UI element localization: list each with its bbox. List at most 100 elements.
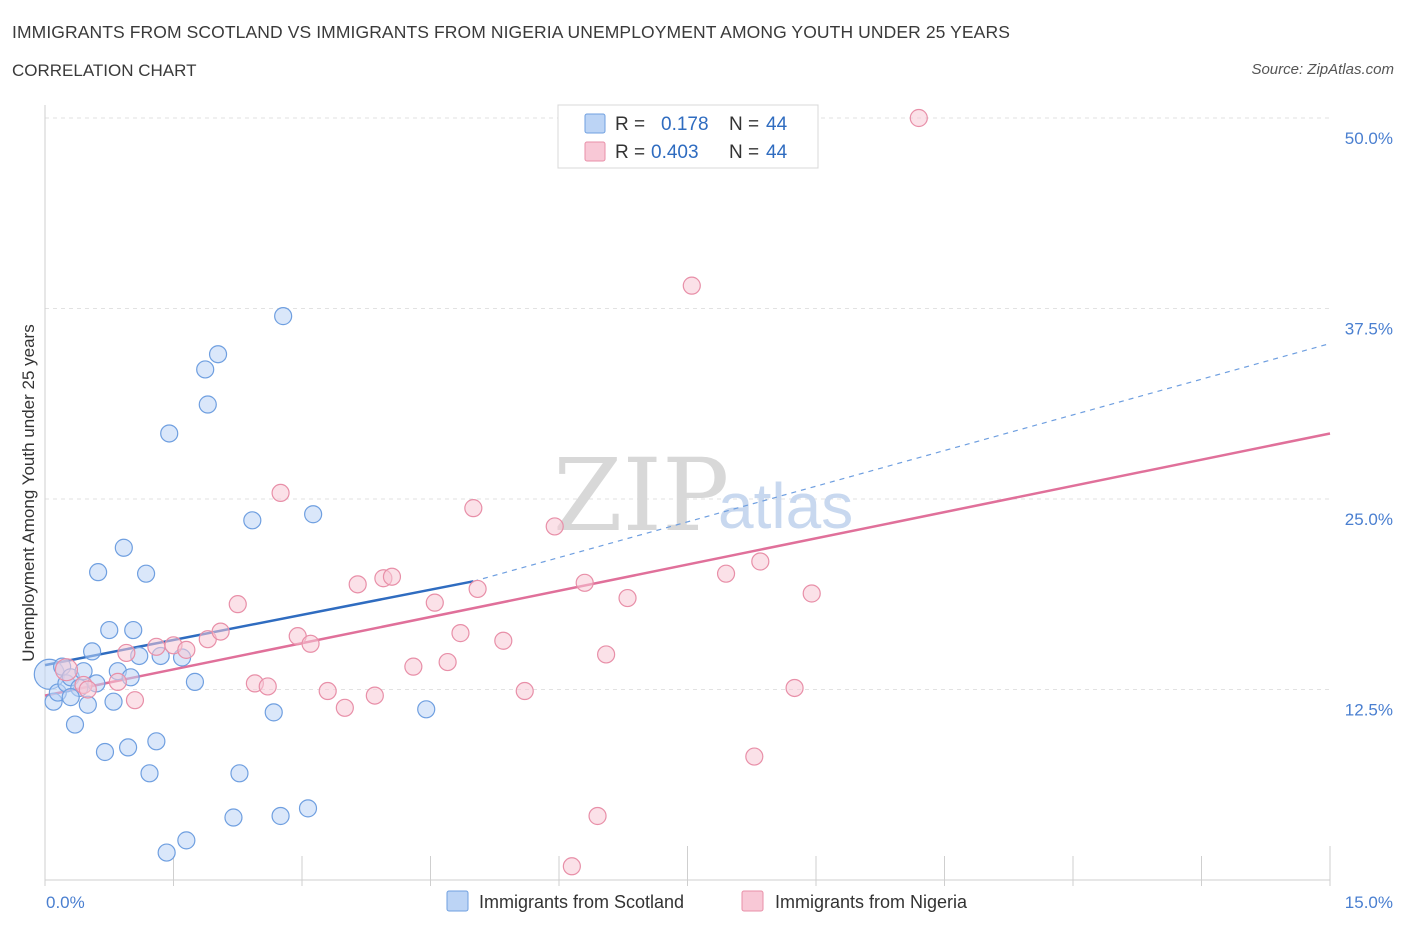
point-nigeria: [211, 622, 230, 641]
trend-scotland: [44, 580, 474, 667]
bottom-legend: Immigrants from Scotland Immigrants from…: [446, 890, 968, 912]
point-scotland: [95, 742, 115, 762]
point-nigeria: [468, 579, 487, 599]
trend-scotland-dashed: [473, 342, 1331, 582]
point-scotland: [417, 700, 436, 719]
point-scotland: [78, 695, 97, 714]
point-nigeria: [562, 857, 581, 876]
legend-swatch-scotland: [584, 113, 606, 134]
point-nigeria: [515, 681, 534, 701]
watermark: ZIP atlas: [553, 437, 853, 554]
y-tick-label: 25.0%: [1345, 510, 1393, 529]
bottom-legend-label-nigeria: Immigrants from Nigeria: [775, 892, 968, 912]
point-scotland: [264, 703, 283, 722]
point-nigeria: [318, 681, 337, 701]
point-nigeria: [545, 517, 564, 536]
point-nigeria: [365, 686, 384, 705]
y-tick-label: 37.5%: [1345, 320, 1393, 339]
legend-n-label-nigeria: N =: [729, 142, 759, 163]
point-nigeria: [682, 276, 701, 295]
point-nigeria: [78, 680, 97, 699]
legend-r-value-scotland: 0.178: [661, 114, 709, 135]
point-nigeria: [382, 567, 402, 586]
x-tick-labels: 0.0% 15.0%: [46, 893, 1393, 912]
axes: [44, 105, 1331, 886]
point-scotland: [157, 843, 176, 862]
point-nigeria: [147, 637, 166, 656]
watermark-atlas: atlas: [718, 470, 853, 542]
point-scotland: [298, 799, 318, 818]
point-nigeria: [909, 108, 928, 128]
source-label: Source: ZipAtlas.com: [1251, 61, 1394, 78]
point-nigeria: [597, 645, 616, 664]
point-nigeria: [425, 593, 444, 612]
point-nigeria: [335, 698, 354, 717]
point-nigeria: [451, 624, 470, 643]
point-nigeria: [785, 678, 804, 698]
point-nigeria: [404, 657, 423, 676]
x-tick-label-max: 15.0%: [1345, 893, 1393, 912]
point-nigeria: [125, 691, 145, 710]
point-nigeria: [751, 552, 770, 571]
point-nigeria: [271, 483, 290, 503]
point-nigeria: [108, 672, 127, 691]
point-nigeria: [438, 652, 457, 672]
point-scotland: [104, 692, 123, 711]
point-scotland: [89, 563, 108, 582]
point-nigeria: [177, 640, 196, 659]
point-nigeria: [716, 564, 736, 583]
point-nigeria: [618, 588, 637, 608]
point-nigeria: [228, 595, 247, 614]
point-scotland: [100, 620, 119, 640]
point-scotland: [114, 538, 133, 557]
point-scotland: [274, 307, 293, 326]
point-scotland: [196, 360, 215, 379]
legend-n-value-nigeria: 44: [766, 142, 788, 163]
point-scotland: [124, 620, 143, 640]
point-scotland: [243, 511, 262, 530]
point-nigeria: [258, 677, 277, 696]
chart-subtitle: CORRELATION CHART: [12, 61, 197, 80]
point-scotland: [304, 505, 323, 524]
point-nigeria: [117, 643, 136, 663]
point-nigeria: [745, 747, 764, 766]
point-scotland: [147, 732, 166, 751]
data-points: [33, 108, 928, 876]
point-scotland: [230, 764, 249, 783]
point-nigeria: [301, 634, 320, 653]
point-scotland: [65, 715, 85, 734]
point-scotland: [198, 395, 217, 414]
point-scotland: [118, 738, 138, 757]
bottom-legend-label-scotland: Immigrants from Scotland: [479, 892, 684, 912]
legend-n-value-scotland: 44: [766, 114, 788, 135]
legend-box: R = 0.178 N = 44 R = 0.403 N = 44: [557, 104, 819, 169]
point-nigeria: [575, 573, 594, 592]
legend-r-label-nigeria: R =: [615, 142, 645, 163]
point-scotland: [160, 424, 179, 443]
point-scotland: [185, 672, 205, 691]
point-nigeria: [802, 584, 821, 603]
point-scotland: [140, 764, 159, 783]
point-nigeria: [348, 575, 367, 594]
watermark-zip: ZIP: [553, 437, 729, 554]
point-scotland: [208, 345, 228, 364]
point-scotland: [83, 642, 102, 661]
y-tick-labels: 12.5% 25.0% 37.5% 50.0%: [1345, 129, 1393, 720]
y-tick-label: 50.0%: [1345, 129, 1393, 148]
point-scotland: [224, 808, 243, 827]
trend-nigeria: [44, 432, 1331, 697]
bottom-legend-swatch-scotland: [446, 890, 469, 912]
legend-r-value-nigeria: 0.403: [651, 142, 699, 163]
y-tick-label: 12.5%: [1345, 701, 1393, 720]
x-tick-label-min: 0.0%: [46, 893, 85, 912]
trend-lines: [44, 342, 1331, 697]
point-scotland: [271, 806, 290, 826]
point-nigeria: [588, 806, 607, 826]
legend-swatch-nigeria: [584, 141, 606, 162]
point-scotland: [177, 831, 196, 850]
point-nigeria: [494, 631, 513, 650]
point-nigeria: [464, 499, 483, 518]
point-nigeria: [54, 658, 79, 682]
chart-title: IMMIGRANTS FROM SCOTLAND VS IMMIGRANTS F…: [12, 22, 1010, 42]
